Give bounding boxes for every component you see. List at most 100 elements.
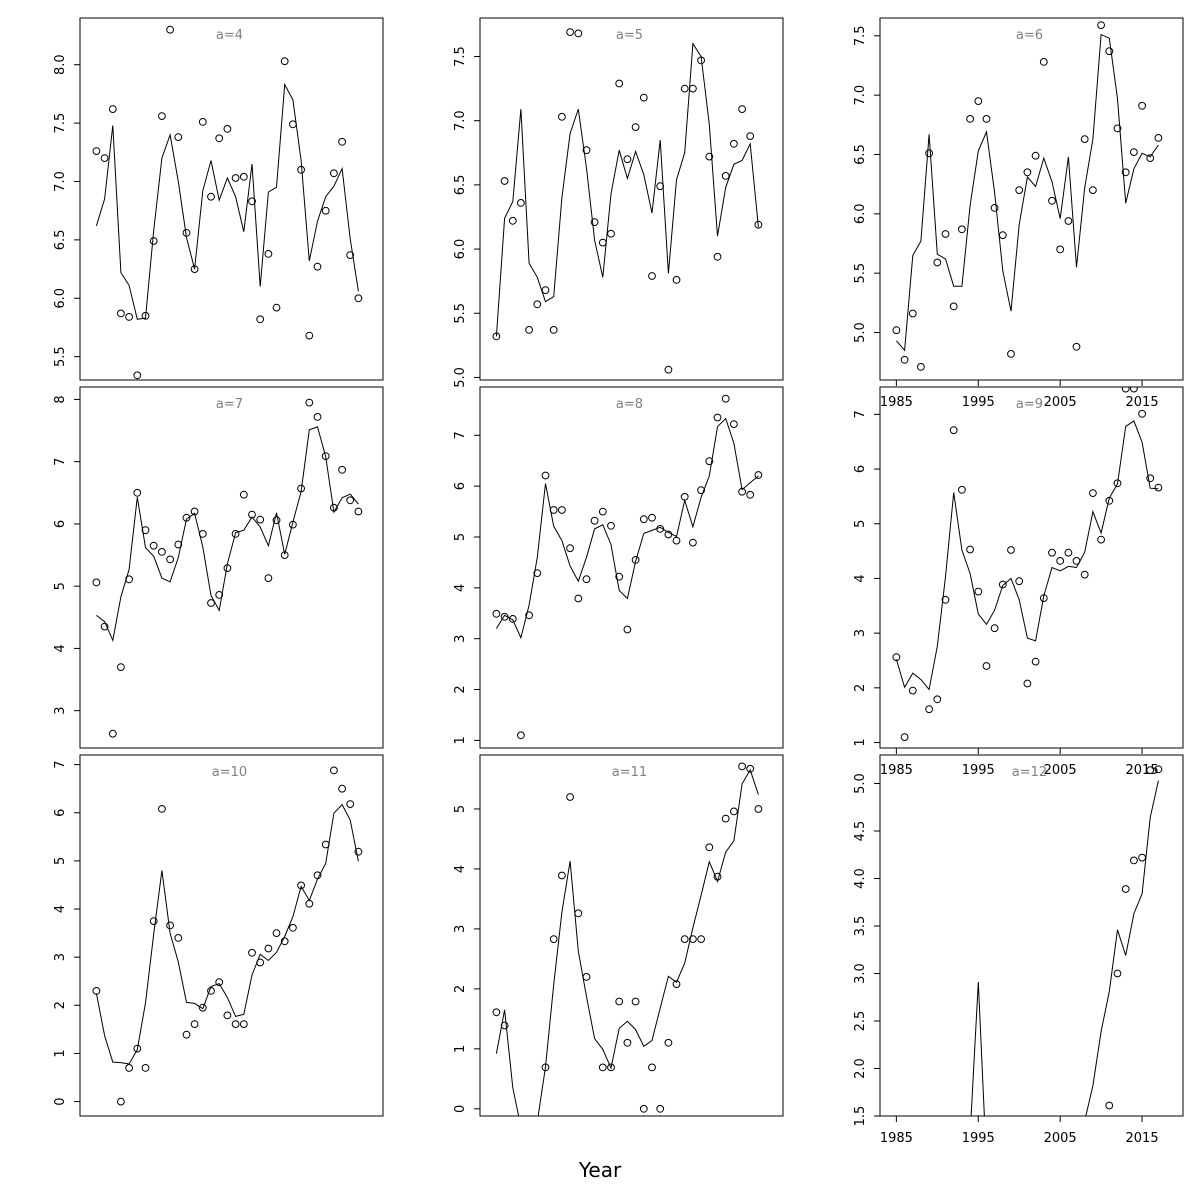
- y-tick-label: 3: [853, 629, 868, 637]
- panel-frame: [879, 386, 1184, 749]
- data-point: [982, 662, 991, 670]
- data-point: [1056, 557, 1065, 565]
- points-group: [92, 25, 363, 380]
- panel-label: a=10: [212, 765, 247, 780]
- panel: 3 4 5 6 7 8 a=7: [53, 386, 384, 749]
- data-point: [754, 220, 763, 229]
- data-point: [321, 452, 330, 461]
- data-point: [492, 609, 501, 618]
- data-point: [346, 496, 355, 505]
- data-point: [713, 252, 722, 261]
- data-point: [158, 112, 166, 120]
- x-tick-label: 1995: [962, 763, 995, 778]
- data-point: [574, 909, 583, 918]
- y-tick-label: 4: [853, 574, 868, 582]
- data-point: [223, 124, 232, 133]
- data-point: [190, 265, 199, 274]
- panel: 5.0 5.5 6.0 6.5 7.0 7.5 a=5: [453, 17, 784, 388]
- x-tick-label: 2015: [1126, 1131, 1159, 1146]
- data-point: [746, 764, 755, 773]
- y-tick-label: 2: [453, 985, 468, 993]
- data-point: [974, 587, 983, 596]
- data-point: [330, 503, 338, 512]
- data-point: [541, 286, 550, 295]
- y-tick-label: 5.0: [853, 773, 868, 794]
- data-point: [549, 935, 558, 943]
- data-point: [689, 935, 697, 943]
- panel: 1.5 2.0 2.5 3.0 3.5 4.0 4.5 5.0 1985 1995 2005 2015…: [853, 754, 1184, 1146]
- data-point: [215, 591, 224, 599]
- y-tick-label: 7.0: [853, 85, 868, 106]
- data-point: [525, 326, 533, 334]
- data-point: [541, 1063, 550, 1072]
- data-point: [313, 871, 322, 880]
- data-point: [1089, 186, 1097, 195]
- data-point: [574, 29, 583, 38]
- y-tick-label: 5: [53, 582, 68, 590]
- data-point: [1121, 885, 1130, 893]
- data-point: [549, 506, 558, 514]
- data-point: [354, 847, 363, 856]
- data-point: [566, 28, 574, 36]
- points-group: [892, 387, 1163, 741]
- panel-label: a=4: [216, 28, 243, 43]
- data-point: [198, 1003, 207, 1012]
- data-point: [338, 137, 347, 146]
- data-point: [500, 177, 509, 185]
- data-point: [141, 311, 150, 320]
- y-tick-label: 5: [453, 805, 468, 813]
- data-point: [705, 843, 714, 852]
- panel-frame: [479, 386, 784, 749]
- fit-line-group: [95, 82, 359, 320]
- data-point: [354, 507, 363, 516]
- data-point: [280, 937, 289, 946]
- data-point: [713, 872, 722, 881]
- panel-label: a=8: [616, 397, 643, 412]
- data-point: [231, 1020, 240, 1028]
- points-group: [492, 394, 763, 740]
- data-point: [941, 230, 950, 238]
- fit-line-group: [495, 768, 759, 1116]
- data-point: [1007, 546, 1015, 554]
- data-point: [125, 575, 134, 584]
- data-point: [289, 520, 297, 529]
- data-point: [1048, 196, 1056, 205]
- y-tick-label: 6: [853, 465, 868, 473]
- data-point: [738, 105, 746, 113]
- x-tick-label: 2005: [1044, 395, 1077, 410]
- points-group: [492, 28, 763, 374]
- data-point: [100, 154, 109, 163]
- fit-line: [970, 981, 985, 1116]
- y-tick-label: 1.5: [853, 1106, 868, 1127]
- x-tick-label: 1985: [880, 763, 913, 778]
- data-point: [631, 556, 640, 564]
- data-point: [321, 840, 330, 849]
- data-point: [117, 309, 125, 318]
- y-tick-label: 5: [853, 520, 868, 528]
- panel-frame: [79, 754, 384, 1117]
- y-tick-label: 1: [453, 736, 468, 744]
- data-point: [1064, 548, 1073, 557]
- data-point: [1154, 765, 1163, 774]
- data-point: [721, 814, 730, 823]
- data-point: [730, 139, 738, 148]
- data-point: [517, 731, 525, 740]
- y-tick-label: 2: [853, 684, 868, 692]
- data-point: [256, 315, 265, 324]
- data-point: [182, 513, 191, 522]
- data-point: [100, 622, 109, 631]
- data-point: [1154, 483, 1163, 492]
- data-point: [133, 1044, 142, 1053]
- data-point: [1130, 856, 1138, 865]
- data-point: [174, 133, 183, 142]
- data-point: [900, 733, 909, 741]
- data-point: [492, 1008, 501, 1017]
- data-point: [223, 1011, 232, 1020]
- data-point: [508, 615, 517, 623]
- data-point: [664, 365, 673, 374]
- fit-line-group: [896, 33, 1159, 352]
- panel-label: a=11: [612, 765, 647, 780]
- data-point: [330, 766, 338, 775]
- y-tick-label: 3: [53, 707, 68, 715]
- panel: 1 2 3 4 5 6 7 1985 1995 2005 2015 a=9: [853, 386, 1184, 778]
